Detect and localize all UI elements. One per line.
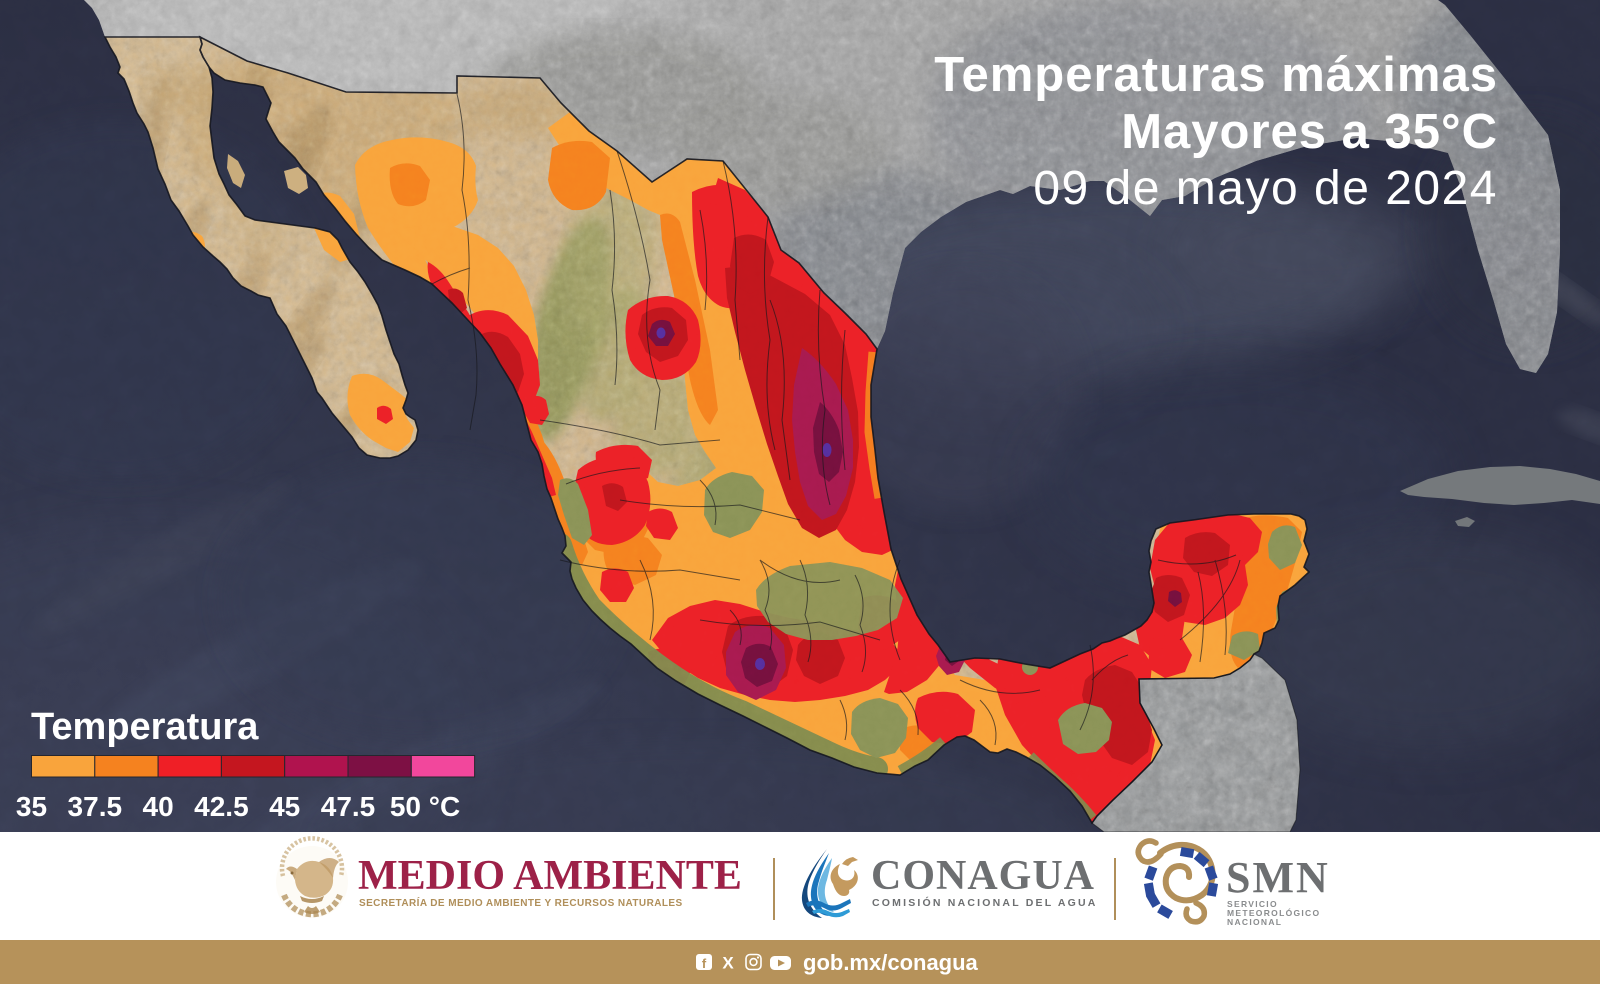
svg-text:47.5: 47.5 [321, 791, 376, 822]
svg-text:NACIONAL: NACIONAL [1227, 917, 1282, 927]
svg-text:45: 45 [269, 791, 300, 822]
svg-text:gob.mx/conagua: gob.mx/conagua [803, 950, 979, 975]
svg-text:SECRETARÍA DE MEDIO AMBIENTE Y: SECRETARÍA DE MEDIO AMBIENTE Y RECURSOS … [359, 896, 683, 909]
svg-text:Temperatura: Temperatura [31, 706, 259, 748]
svg-text:Temperaturas máximas: Temperaturas máximas [934, 48, 1498, 102]
svg-text:f: f [702, 956, 707, 971]
svg-text:COMISIÓN NACIONAL DEL AGUA: COMISIÓN NACIONAL DEL AGUA [872, 896, 1098, 909]
svg-text:METEOROLÓGICO: METEOROLÓGICO [1227, 907, 1320, 918]
svg-text:CONAGUA: CONAGUA [871, 853, 1095, 899]
svg-text:40: 40 [143, 791, 174, 822]
svg-text:35: 35 [16, 791, 47, 822]
svg-text:SERVICIO: SERVICIO [1227, 899, 1278, 909]
svg-text:50 °C: 50 °C [390, 791, 460, 822]
svg-text:SMN: SMN [1226, 853, 1330, 902]
svg-text:MEDIO AMBIENTE: MEDIO AMBIENTE [358, 853, 742, 899]
svg-text:37.5: 37.5 [68, 791, 123, 822]
svg-text:Mayores a 35°C: Mayores a 35°C [1121, 105, 1498, 159]
svg-text:09 de mayo de 2024: 09 de mayo de 2024 [1033, 162, 1498, 215]
svg-text:X: X [722, 954, 734, 973]
svg-text:42.5: 42.5 [194, 791, 249, 822]
